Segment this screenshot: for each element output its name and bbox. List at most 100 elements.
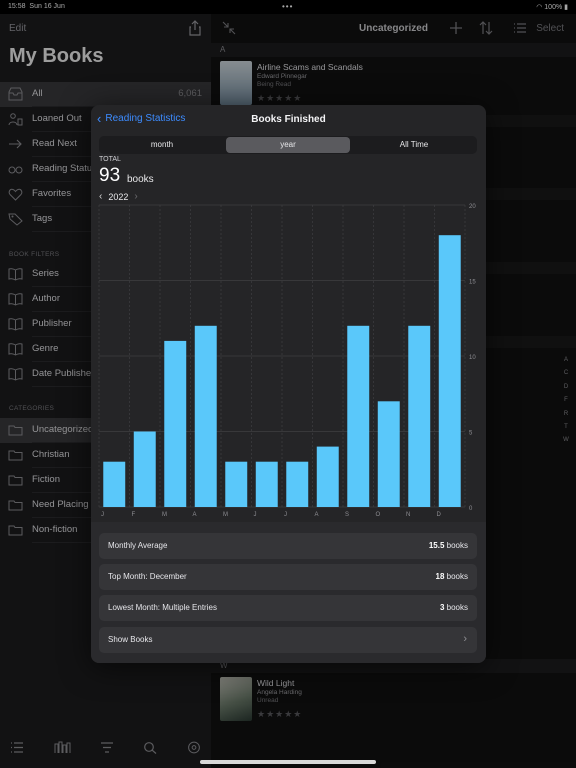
book-icon	[8, 268, 23, 281]
home-indicator[interactable]	[200, 760, 376, 764]
segment-year[interactable]: year	[226, 137, 350, 153]
index-letter[interactable]: F	[564, 397, 568, 404]
sidebar-item-label: Fiction	[32, 474, 60, 485]
stat-top-month: Top Month: December 18 books	[99, 564, 477, 590]
select-button[interactable]: Select	[536, 23, 564, 34]
x-tick-label: A	[193, 512, 197, 518]
bar-d-11	[438, 235, 461, 507]
share-icon[interactable]	[188, 20, 202, 36]
index-letter[interactable]: T	[564, 424, 568, 431]
edit-button[interactable]: Edit	[9, 23, 27, 34]
glasses-icon	[8, 166, 23, 174]
index-letter[interactable]: C	[563, 370, 569, 377]
bar-f-1	[133, 431, 156, 507]
sidebar-item-label: Date Published	[32, 368, 97, 379]
sidebar-item-label: Favorites	[32, 188, 72, 199]
book-author: Angela Harding	[257, 689, 302, 696]
show-books-button[interactable]: Show Books ›	[99, 627, 477, 653]
year-navigator: ‹ 2022 ›	[99, 191, 138, 202]
segment-month[interactable]: month	[150, 140, 174, 149]
collapse-sidebar-icon[interactable]	[221, 20, 237, 36]
stat-lowest-month: Lowest Month: Multiple Entries 3 books	[99, 595, 477, 621]
chevron-right-icon: ›	[463, 633, 467, 645]
folder-icon	[8, 500, 23, 511]
index-letter[interactable]: A	[563, 357, 568, 363]
back-label: Reading Statistics	[105, 113, 186, 124]
stats-panel: Monthly Average 15.5 books Top Month: De…	[91, 522, 486, 663]
search-icon[interactable]	[143, 741, 157, 754]
stat-value: 15.5 books	[428, 541, 468, 550]
x-tick-label: S	[345, 512, 349, 518]
index-letter[interactable]: R	[563, 410, 569, 417]
settings-icon[interactable]	[187, 741, 201, 754]
book-author: Edward Pinnegar	[257, 73, 307, 80]
sidebar-item-label: Loaned Out	[32, 113, 82, 124]
book-icon	[8, 293, 23, 306]
multitask-dots-icon[interactable]: •••	[282, 2, 294, 11]
stat-value: 18 books	[435, 572, 469, 581]
bar-n-10	[408, 325, 431, 507]
sort-lines-icon[interactable]	[100, 741, 114, 754]
chevron-left-icon: ‹	[97, 110, 102, 126]
y-tick-label: 0	[469, 506, 473, 512]
bar-m-4	[225, 461, 248, 507]
list-icon[interactable]	[10, 741, 24, 754]
next-year-icon[interactable]: ›	[134, 191, 138, 202]
battery-icon: ▮	[564, 4, 568, 11]
sidebar-item-label: Series	[32, 268, 59, 279]
y-tick-label: 20	[469, 204, 476, 210]
heart-icon	[8, 188, 23, 201]
sort-icon[interactable]	[478, 20, 494, 36]
book-cover	[220, 677, 252, 721]
bar-a-7	[316, 446, 339, 507]
bar-a-3	[194, 325, 217, 507]
stat-monthly-average: Monthly Average 15.5 books	[99, 533, 477, 559]
sidebar-item-all[interactable]: All 6,061	[0, 82, 211, 107]
sidebar-title: My Books	[9, 45, 104, 67]
bar-o-9	[377, 401, 400, 507]
previous-year-icon[interactable]: ‹	[99, 191, 103, 202]
stat-label: Top Month: December	[108, 572, 187, 581]
rating-stars[interactable]: ★★★★★	[257, 93, 303, 103]
book-title: Wild Light	[257, 678, 295, 688]
x-tick-label: J	[284, 512, 287, 518]
back-button[interactable]: ‹ Reading Statistics	[97, 110, 186, 126]
book-status: Being Read	[257, 81, 291, 88]
bookshelf-icon[interactable]	[54, 741, 72, 754]
wifi-icon: ◠	[536, 4, 543, 11]
arrow-right-icon	[9, 139, 22, 149]
sidebar-item-label: Uncategorized	[32, 424, 94, 435]
sidebar-item-label: Genre	[32, 343, 59, 354]
segment-all-time[interactable]: All Time	[399, 140, 429, 149]
stat-label: Monthly Average	[108, 541, 168, 550]
x-tick-label: O	[376, 512, 381, 518]
status-time: 15:58 Sun 16 Jun	[8, 3, 65, 10]
books-finished-popover: ‹ Reading Statistics Books Finished mont…	[91, 105, 486, 663]
tag-icon	[8, 213, 23, 226]
book-icon	[8, 318, 23, 331]
bar-m-2	[164, 340, 187, 507]
y-tick-label: 5	[469, 431, 473, 437]
view-options-icon[interactable]	[512, 20, 528, 36]
x-tick-label: M	[162, 512, 167, 518]
index-letter[interactable]: W	[563, 437, 569, 444]
year-label: 2022	[108, 191, 129, 202]
add-icon[interactable]	[448, 20, 464, 36]
folder-icon	[8, 525, 23, 536]
rating-stars[interactable]: ★★★★★	[257, 709, 303, 719]
x-tick-label: D	[437, 512, 442, 518]
bar-s-8	[347, 325, 370, 507]
sidebar-item-label: Read Next	[32, 138, 77, 149]
bar-j-6	[286, 461, 309, 507]
index-letter[interactable]: D	[563, 383, 569, 390]
sidebar-item-label: Reading Status	[32, 163, 97, 174]
book-row[interactable]: Wild Light Angela Harding Unread ★★★★★	[211, 673, 576, 731]
book-status: Unread	[257, 697, 279, 704]
sidebar-item-label: Tags	[32, 213, 53, 224]
sidebar-item-label: All	[32, 88, 43, 99]
y-tick-label: 15	[469, 280, 476, 286]
categories-heading: CATEGORIES	[9, 405, 55, 412]
main-toolbar: Uncategorized Select	[211, 14, 576, 42]
y-tick-label: 10	[469, 355, 476, 361]
